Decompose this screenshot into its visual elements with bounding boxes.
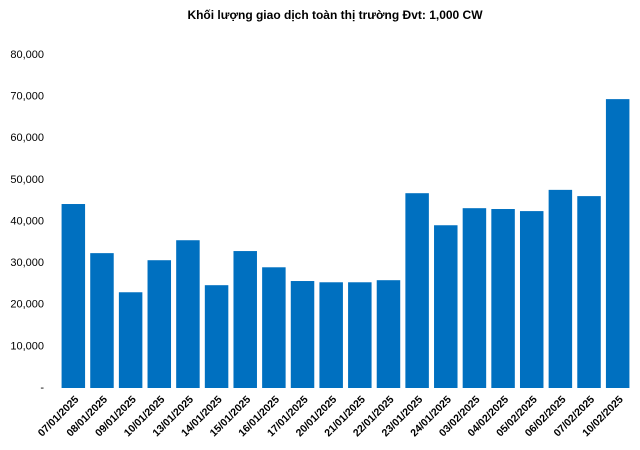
bar	[262, 267, 286, 388]
bar	[376, 280, 401, 388]
bar	[462, 208, 487, 388]
y-tick-label: 80,000	[10, 49, 44, 61]
bar	[147, 260, 172, 388]
bar	[491, 209, 515, 388]
bar	[233, 251, 257, 388]
bar	[290, 281, 315, 388]
y-tick-label: -	[40, 382, 44, 394]
bar	[319, 282, 343, 388]
bar	[519, 211, 544, 388]
y-tick-label: 70,000	[10, 91, 44, 103]
bar	[61, 204, 86, 388]
bar	[548, 189, 573, 388]
y-tick-label: 10,000	[10, 340, 44, 352]
y-tick-label: 50,000	[10, 174, 44, 186]
bar	[90, 253, 114, 388]
bar	[605, 99, 630, 388]
y-tick-label: 20,000	[10, 299, 44, 311]
y-tick-label: 30,000	[10, 257, 44, 269]
bar	[176, 240, 200, 388]
bar	[118, 292, 143, 388]
bar	[434, 225, 458, 388]
y-tick-label: 60,000	[10, 132, 44, 144]
chart-title: Khối lượng giao dịch toàn thị trường Đvt…	[187, 8, 483, 22]
bar	[348, 282, 372, 388]
bar	[204, 285, 229, 388]
bar	[405, 193, 429, 388]
y-tick-label: 40,000	[10, 215, 44, 227]
bar	[577, 196, 601, 388]
